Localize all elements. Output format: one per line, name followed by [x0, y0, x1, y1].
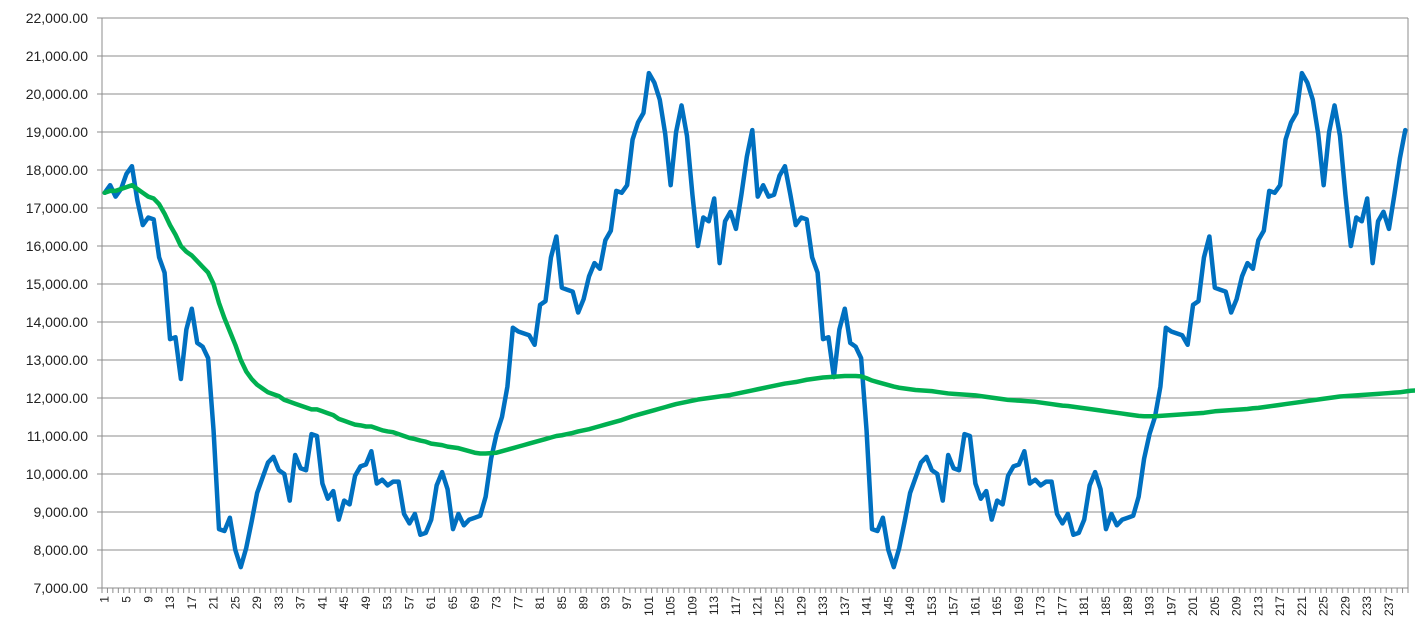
- x-tick-label: 89: [577, 596, 591, 610]
- x-tick-label: 197: [1164, 596, 1178, 616]
- y-tick-label: 10,000.00: [26, 466, 88, 482]
- x-tick-label: 137: [838, 596, 852, 616]
- x-tick-label: 209: [1230, 596, 1244, 616]
- x-tick-label: 157: [947, 596, 961, 616]
- x-tick-label: 105: [664, 596, 678, 616]
- x-tick-label: 45: [337, 596, 351, 610]
- x-tick-label: 17: [185, 596, 199, 610]
- y-tick-label: 21,000.00: [26, 48, 88, 64]
- x-tick-label: 57: [402, 596, 416, 610]
- y-tick-label: 17,000.00: [26, 200, 88, 216]
- x-tick-label: 217: [1273, 596, 1287, 616]
- y-tick-label: 20,000.00: [26, 86, 88, 102]
- x-tick-label: 69: [468, 596, 482, 610]
- x-tick-label: 81: [533, 596, 547, 610]
- x-tick-label: 181: [1077, 596, 1091, 616]
- gridlines: [102, 17, 1409, 589]
- x-tick-label: 153: [925, 596, 939, 616]
- x-tick-label: 113: [707, 596, 721, 615]
- x-tick-label: 41: [315, 596, 329, 610]
- y-tick-label: 14,000.00: [26, 314, 88, 330]
- x-tick-label: 33: [272, 596, 286, 610]
- x-tick-label: 65: [446, 596, 460, 610]
- x-tick-label: 229: [1338, 596, 1352, 616]
- x-tick-label: 49: [359, 596, 373, 610]
- x-tick-label: 185: [1099, 596, 1113, 616]
- x-tick-label: 169: [1012, 596, 1026, 616]
- series-lines: [102, 70, 1415, 570]
- y-tick-label: 8,000.00: [34, 542, 89, 558]
- x-tick-label: 237: [1382, 596, 1396, 616]
- y-tick-label: 9,000.00: [34, 504, 89, 520]
- x-tick-label: 13: [163, 596, 177, 610]
- x-tick-label: 149: [903, 596, 917, 616]
- x-tick-label: 121: [751, 596, 765, 616]
- x-tick-label: 133: [816, 596, 830, 616]
- x-tick-label: 109: [685, 596, 699, 616]
- x-tick-label: 29: [250, 596, 264, 610]
- x-tick-label: 221: [1295, 596, 1309, 616]
- x-tick-label: 165: [990, 596, 1004, 616]
- y-axis: 7,000.00 8,000.00 9,000.00 10,000.00 11,000.…: [26, 10, 103, 596]
- x-tick-label: 213: [1251, 596, 1265, 616]
- x-tick-label: 73: [490, 596, 504, 610]
- series-line-2: [102, 182, 1415, 456]
- y-tick-label: 11,000.00: [27, 428, 88, 444]
- x-tick-label: 21: [207, 596, 221, 610]
- x-tick-label: 101: [642, 596, 656, 616]
- x-tick-label: 225: [1317, 596, 1331, 616]
- y-tick-label: 13,000.00: [26, 352, 88, 368]
- x-tick-label: 1: [98, 596, 112, 603]
- y-tick-label: 19,000.00: [26, 124, 88, 140]
- x-tick-label: 85: [555, 596, 569, 610]
- x-tick-label: 201: [1186, 596, 1200, 616]
- x-tick-label: 117: [729, 596, 743, 615]
- y-tick-label: 18,000.00: [26, 162, 88, 178]
- x-tick-label: 9: [141, 596, 155, 603]
- y-tick-label: 22,000.00: [26, 10, 88, 26]
- x-tick-label: 53: [381, 596, 395, 610]
- x-tick-label: 205: [1208, 596, 1222, 616]
- x-tick-label: 93: [598, 596, 612, 610]
- x-tick-label: 25: [228, 596, 242, 610]
- y-tick-label: 7,000.00: [34, 580, 89, 596]
- x-tick-label: 177: [1055, 596, 1069, 616]
- x-tick-label: 129: [794, 596, 808, 616]
- x-tick-label: 193: [1143, 596, 1157, 616]
- x-tick-label: 189: [1121, 596, 1135, 616]
- x-tick-label: 125: [772, 596, 786, 616]
- series-line-1: [102, 70, 1408, 570]
- x-tick-label: 77: [511, 596, 525, 610]
- x-tick-label: 145: [881, 596, 895, 616]
- x-tick-label: 5: [119, 596, 133, 603]
- y-tick-label: 15,000.00: [26, 276, 88, 292]
- x-tick-label: 61: [424, 596, 438, 610]
- y-tick-label: 16,000.00: [26, 238, 88, 254]
- x-axis: 1 5 9 13 17 21 25 29 33 37 41 45 49 53 57 61 65 69 73 77 81 8…: [98, 587, 1409, 616]
- x-tick-label: 173: [1034, 596, 1048, 616]
- x-tick-label: 141: [860, 596, 874, 616]
- y-tick-label: 12,000.00: [26, 390, 88, 406]
- x-tick-label: 161: [968, 596, 982, 616]
- x-tick-label: 37: [294, 596, 308, 610]
- x-tick-label: 233: [1360, 596, 1374, 616]
- x-tick-label: 97: [620, 596, 634, 610]
